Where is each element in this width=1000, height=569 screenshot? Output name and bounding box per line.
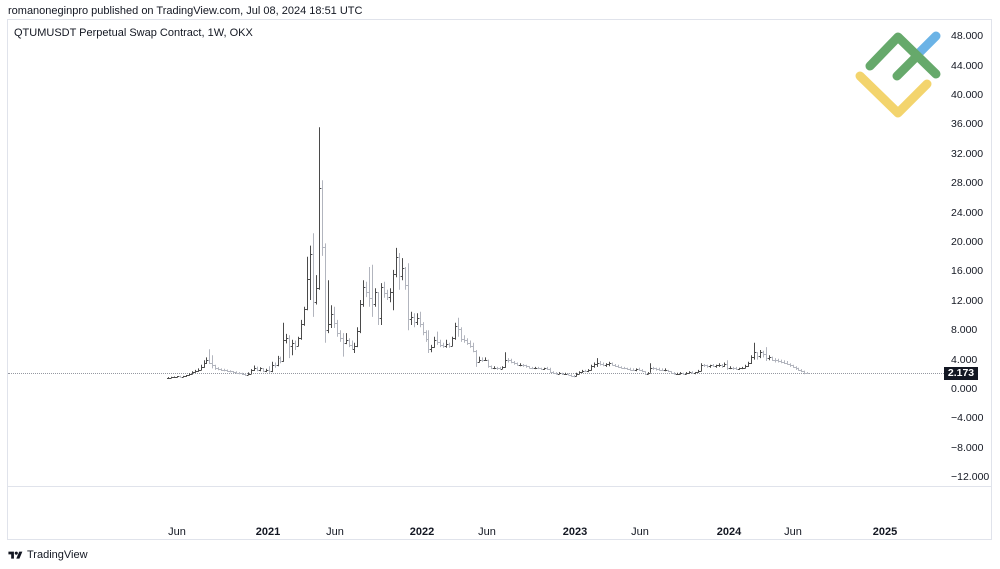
last-price-badge: 2.173 — [944, 367, 978, 380]
time-tick: 2024 — [716, 526, 742, 538]
price-tick: 48.000 — [951, 30, 984, 42]
tradingview-footer-link[interactable]: TradingView — [8, 548, 88, 562]
time-tick: 2025 — [872, 526, 898, 538]
price-tick: 44.000 — [951, 60, 984, 72]
price-tick: −12.000 — [951, 471, 990, 483]
price-tick: 8.000 — [951, 324, 978, 336]
time-tick: Jun — [784, 526, 802, 538]
time-tick: Jun — [168, 526, 186, 538]
price-tick: −4.000 — [951, 412, 984, 424]
price-tick: −8.000 — [951, 442, 984, 454]
price-tick: 0.000 — [951, 383, 978, 395]
time-tick: Jun — [478, 526, 496, 538]
price-tick: 12.000 — [951, 295, 984, 307]
price-tick: 36.000 — [951, 118, 984, 130]
tradingview-logo-icon — [8, 551, 23, 559]
price-tick: 40.000 — [951, 89, 984, 101]
chart-title: QTUMUSDT Perpetual Swap Contract, 1W, OK… — [14, 27, 253, 39]
time-tick: Jun — [631, 526, 649, 538]
price-tick: 16.000 — [951, 265, 984, 277]
price-tick: 4.000 — [951, 354, 978, 366]
time-tick: 2022 — [409, 526, 435, 538]
price-tick: 20.000 — [951, 236, 984, 248]
time-tick: 2023 — [562, 526, 588, 538]
time-tick: Jun — [326, 526, 344, 538]
price-tick: 28.000 — [951, 177, 984, 189]
price-tick: 24.000 — [951, 207, 984, 219]
chart-panel — [7, 19, 992, 540]
time-axis-divider — [8, 486, 992, 487]
price-tick: 32.000 — [951, 148, 984, 160]
time-tick: 2021 — [255, 526, 281, 538]
tradingview-brand-text: TradingView — [27, 549, 88, 561]
publish-attribution: romanoneginpro published on TradingView.… — [8, 5, 363, 17]
last-price-line — [8, 373, 944, 374]
